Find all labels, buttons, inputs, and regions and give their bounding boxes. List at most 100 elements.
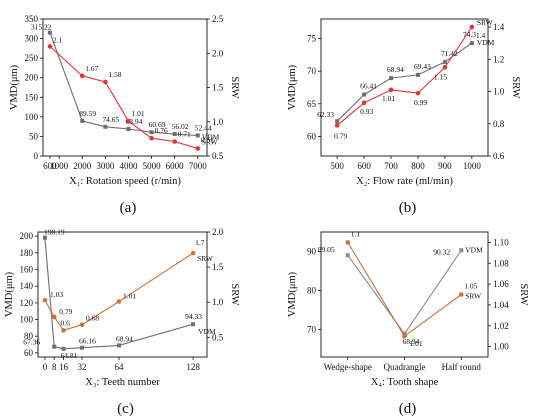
data-label-srw: 1.01	[410, 339, 423, 348]
data-point-vdm	[335, 119, 340, 124]
chart-panel-b: 500 600 700 800 900 1000 60 65 70 75 0.6 0.8 1.0 1.2 1…	[287, 18, 521, 216]
data-point-srw	[388, 87, 394, 93]
data-label-vdm: 68.94	[387, 65, 404, 74]
data-label-vdm: 198.19	[44, 228, 65, 237]
y-right-tick-label: 1.4	[493, 22, 505, 32]
data-point-srw	[345, 240, 351, 245]
data-label-srw: 1.58	[108, 70, 121, 79]
data-point-vdm	[79, 345, 84, 350]
data-point-vdm	[80, 118, 85, 123]
y-right-axis-label: SRW	[518, 283, 529, 305]
data-label-vdm: 315.22	[31, 23, 52, 32]
x-tick-label: Half round	[442, 362, 482, 372]
data-label-vdm: 60.69	[149, 120, 166, 129]
data-point-srw	[361, 100, 367, 106]
y-left-tick-label: 80	[307, 286, 317, 296]
data-point-srw	[149, 135, 154, 141]
data-point-srw	[469, 24, 475, 30]
x-tick-label: 700	[384, 161, 398, 171]
data-point-vdm	[42, 235, 47, 240]
y-right-tick-label: 1.06	[493, 279, 509, 289]
data-label-vdm: 89.05	[318, 245, 335, 254]
y-right-tick-label: 1.5	[212, 262, 224, 272]
data-label-srw: 0.61	[201, 135, 214, 144]
data-point-vdm	[415, 72, 420, 77]
series-line-vdm	[49, 32, 198, 137]
y-left-tick-label: 100	[20, 315, 34, 325]
data-label-srw: 1.15	[434, 72, 447, 81]
y-left-tick-label: 350	[25, 14, 39, 24]
data-point-vdm	[117, 343, 122, 348]
y-left-axis-label: VMD(μm)	[287, 271, 298, 317]
data-label-srw: 1.67	[85, 64, 98, 73]
data-label-vdm: 68.94	[116, 334, 133, 343]
x-tick-label: 0	[43, 362, 48, 372]
data-label-srw: 0.99	[414, 98, 427, 107]
series-line-srw	[44, 252, 194, 331]
data-point-vdm	[442, 59, 447, 64]
series-line-vdm	[44, 237, 194, 350]
y-right-tick-label: 0.8	[493, 119, 505, 129]
data-label-vdm: 66.16	[79, 337, 96, 346]
data-point-vdm	[47, 30, 52, 35]
x-tick-label: 32	[77, 362, 86, 372]
data-point-vdm	[61, 346, 66, 351]
x-tick-label: 2000	[73, 161, 92, 171]
x-tick-label: Wedge-shape	[324, 362, 372, 372]
y-right-tick-label: 0.5	[212, 151, 224, 161]
data-point-vdm	[52, 344, 57, 349]
x-tick-label: 500	[330, 161, 344, 171]
data-label-srw: 0.79	[334, 131, 347, 140]
data-point-vdm	[126, 127, 131, 132]
data-label-vdm: 90.32	[433, 247, 450, 256]
chart-panel-d: Wedge-shape Quadrangle Half round 70 80 90 1.0…	[287, 229, 529, 417]
y-right-tick-label: 1.5	[212, 83, 224, 93]
x-tick-label: Quadrangle	[384, 362, 426, 372]
y-left-tick-label: 0	[34, 151, 39, 161]
series-line-vdm	[347, 249, 462, 335]
x-axis-label: X₂: Flow rate (ml/min)	[356, 176, 453, 187]
data-point-vdm	[402, 331, 407, 336]
data-label-vdm: 64.81	[60, 351, 77, 360]
data-point-srw	[195, 146, 201, 151]
data-label-srw: 1.01	[382, 94, 395, 103]
data-label-srw: 1.7	[195, 238, 205, 247]
x-tick-label: 1000	[50, 161, 69, 171]
x-tick-label: 900	[438, 161, 452, 171]
data-point-vdm	[459, 248, 464, 253]
series-line-srw	[336, 26, 473, 126]
y-right-axis-label: SRW	[229, 76, 240, 98]
y-left-tick-label: 140	[20, 281, 34, 291]
series-name-srw: SRW	[465, 292, 482, 301]
y-left-tick-label: 200	[25, 73, 39, 83]
y-left-tick-label: 300	[25, 34, 39, 44]
y-left-tick-label: 250	[25, 53, 39, 63]
chart-panel-c: 0 8 16 32 64 12860801001201401601802000.51.01…	[4, 227, 240, 417]
x-tick-label: 5000	[143, 161, 162, 171]
data-label-vdm: 94.33	[185, 312, 202, 321]
data-point-srw	[51, 314, 57, 320]
data-label-vdm: 67.36	[23, 338, 40, 347]
y-right-tick-label: 1.08	[493, 258, 509, 268]
data-label-vdm: 68.94	[125, 117, 142, 126]
y-left-tick-label: 60	[24, 348, 34, 358]
y-left-tick-label: 200	[20, 231, 34, 241]
y-left-axis-label: VMD(μm)	[4, 271, 15, 317]
x-tick-label: 16	[59, 362, 69, 372]
y-left-tick-label: 65	[307, 99, 317, 109]
data-point-srw	[458, 292, 464, 297]
data-label-srw: 0.76	[155, 126, 168, 135]
data-label-srw: 0.71	[178, 130, 191, 139]
y-right-tick-label: 1.10	[493, 237, 509, 247]
series-name-vdm: VDM	[477, 38, 495, 47]
data-point-vdm	[149, 130, 154, 135]
x-tick-label: 3000	[96, 161, 115, 171]
data-point-srw	[79, 322, 85, 327]
y-right-axis-label: SRW	[229, 283, 240, 305]
x-axis-label: X₁: Rotation speed (r/min)	[69, 176, 181, 187]
y-right-tick-label: 1.0	[493, 87, 505, 97]
series-name-vdm: VDM	[198, 327, 216, 336]
series-name-vdm: VDM	[202, 132, 220, 141]
x-tick-label: 8	[52, 362, 57, 372]
